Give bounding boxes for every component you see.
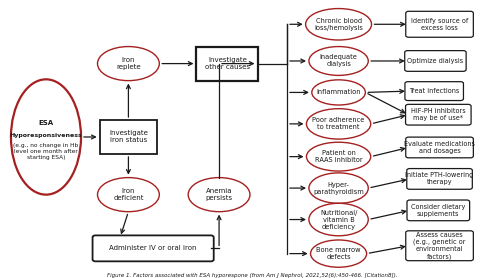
Text: Anemia
persists: Anemia persists: [206, 188, 233, 201]
Ellipse shape: [98, 46, 160, 81]
Text: (e.g., no change in Hb
level one month after
starting ESA): (e.g., no change in Hb level one month a…: [14, 143, 78, 160]
Text: Treat infections: Treat infections: [409, 88, 460, 94]
Text: Evaluate medications
and dosages: Evaluate medications and dosages: [404, 141, 475, 154]
Text: Nutritional/
vitamin B
deficiency: Nutritional/ vitamin B deficiency: [320, 210, 358, 230]
FancyBboxPatch shape: [407, 200, 470, 221]
FancyBboxPatch shape: [404, 51, 466, 71]
Text: Hyporesponsiveness: Hyporesponsiveness: [10, 133, 83, 138]
Text: Administer IV or oral iron: Administer IV or oral iron: [110, 245, 197, 251]
Ellipse shape: [309, 203, 368, 236]
Ellipse shape: [312, 80, 366, 105]
FancyBboxPatch shape: [196, 46, 258, 81]
Text: Iron
deficient: Iron deficient: [113, 188, 144, 201]
Ellipse shape: [309, 46, 368, 75]
Text: Figure 1. Factors associated with ESA hyporespone (from Am J Nephrol, 2021,52(6): Figure 1. Factors associated with ESA hy…: [107, 273, 398, 278]
Text: Patient on
RAAS inhibitor: Patient on RAAS inhibitor: [315, 150, 362, 163]
FancyBboxPatch shape: [406, 231, 473, 261]
FancyBboxPatch shape: [92, 235, 214, 261]
Text: HIF-PH inhibitors
may be of use*: HIF-PH inhibitors may be of use*: [411, 108, 466, 121]
Text: Investigate
iron status: Investigate iron status: [109, 130, 148, 143]
Ellipse shape: [309, 173, 368, 203]
Ellipse shape: [306, 142, 370, 171]
Ellipse shape: [306, 9, 372, 40]
Ellipse shape: [310, 240, 366, 267]
Text: Initiate PTH-lowering
therapy: Initiate PTH-lowering therapy: [406, 172, 473, 185]
Text: Consider dietary
supplements: Consider dietary supplements: [411, 204, 466, 217]
Ellipse shape: [98, 178, 160, 212]
Text: Inflammation: Inflammation: [316, 90, 361, 95]
Text: Hyper-
parathyroidism: Hyper- parathyroidism: [313, 182, 364, 195]
Text: Assess causes
(e.g., genetic or
environmental
factors): Assess causes (e.g., genetic or environm…: [414, 232, 466, 260]
Text: Bone marrow
defects: Bone marrow defects: [316, 247, 361, 260]
Text: Investigate
other causes: Investigate other causes: [205, 57, 250, 70]
FancyBboxPatch shape: [406, 137, 473, 158]
Ellipse shape: [188, 178, 250, 212]
Text: Chronic blood
loss/hemolysis: Chronic blood loss/hemolysis: [314, 18, 363, 31]
Text: ESA: ESA: [38, 120, 54, 126]
FancyBboxPatch shape: [405, 82, 464, 101]
Text: Iron
replete: Iron replete: [116, 57, 140, 70]
FancyBboxPatch shape: [407, 168, 472, 189]
FancyBboxPatch shape: [100, 120, 158, 154]
FancyBboxPatch shape: [406, 104, 471, 125]
Text: Identify source of
excess loss: Identify source of excess loss: [411, 18, 468, 31]
Ellipse shape: [306, 109, 370, 139]
Ellipse shape: [11, 79, 81, 195]
FancyBboxPatch shape: [406, 11, 473, 37]
Text: Poor adherence
to treatment: Poor adherence to treatment: [312, 117, 365, 130]
Text: Inadequate
dialysis: Inadequate dialysis: [320, 54, 358, 68]
Text: Optimize dialysis: Optimize dialysis: [408, 58, 464, 64]
